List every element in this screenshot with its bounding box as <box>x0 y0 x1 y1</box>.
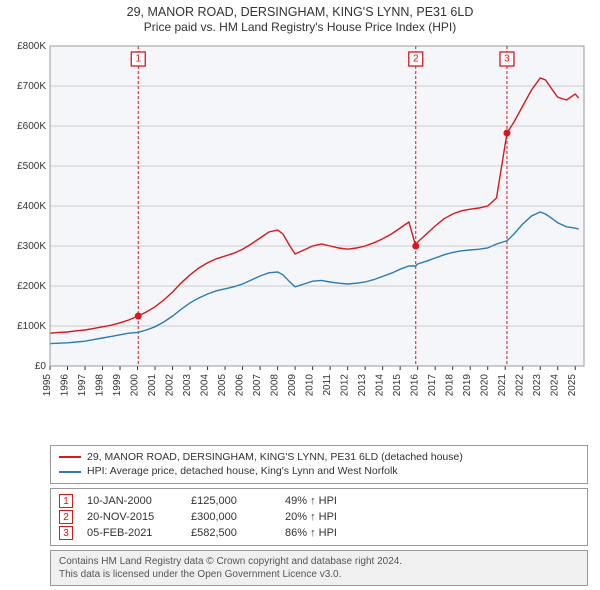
y-tick-label: £400K <box>17 201 46 212</box>
event-marker-number: 2 <box>413 53 419 64</box>
x-tick-label: 2013 <box>357 373 368 396</box>
event-point <box>412 242 419 249</box>
event-point <box>135 312 142 319</box>
legend-label: HPI: Average price, detached house, King… <box>87 464 398 479</box>
x-tick-label: 2023 <box>532 373 543 396</box>
title-line-2: Price paid vs. HM Land Registry's House … <box>6 20 594 36</box>
x-tick-label: 2025 <box>567 373 578 396</box>
y-tick-label: £200K <box>17 281 46 292</box>
legend-label: 29, MANOR ROAD, DERSINGHAM, KING'S LYNN,… <box>87 450 463 465</box>
x-tick-label: 2003 <box>182 373 193 396</box>
x-tick-label: 2020 <box>480 373 491 396</box>
y-tick-label: £700K <box>17 81 46 92</box>
y-tick-label: £0 <box>35 361 47 372</box>
legend-swatch <box>59 456 81 458</box>
x-tick-label: 2006 <box>235 373 246 396</box>
legend-row: 29, MANOR ROAD, DERSINGHAM, KING'S LYNN,… <box>59 450 579 465</box>
page-container: 29, MANOR ROAD, DERSINGHAM, KING'S LYNN,… <box>0 0 600 590</box>
x-tick-label: 2000 <box>130 373 141 396</box>
event-marker-number: 3 <box>504 53 510 64</box>
event-row: 2 20-NOV-2015 £300,000 20% ↑ HPI <box>59 509 579 525</box>
x-tick-label: 2012 <box>340 373 351 396</box>
title-block: 29, MANOR ROAD, DERSINGHAM, KING'S LYNN,… <box>6 4 594 36</box>
event-pct: 49% ↑ HPI <box>285 495 337 507</box>
event-date: 05-FEB-2021 <box>87 527 177 539</box>
footer-box: Contains HM Land Registry data © Crown c… <box>50 550 588 586</box>
legend-row: HPI: Average price, detached house, King… <box>59 464 579 479</box>
x-tick-label: 2024 <box>550 373 561 396</box>
x-tick-label: 2001 <box>147 373 158 396</box>
line-chart-svg: £0 £100K £200K £300K £400K £500K £600K £700K £80… <box>6 40 592 400</box>
y-tick-label: £300K <box>17 241 46 252</box>
event-marker: 2 <box>59 510 73 524</box>
events-box: 1 10-JAN-2000 £125,000 49% ↑ HPI 2 20-NOV-201… <box>50 488 588 546</box>
event-row: 1 10-JAN-2000 £125,000 49% ↑ HPI <box>59 493 579 509</box>
event-price: £300,000 <box>191 511 271 523</box>
x-tick-label: 2014 <box>375 373 386 396</box>
x-tick-label: 2004 <box>200 373 211 396</box>
event-pct: 86% ↑ HPI <box>285 527 337 539</box>
y-tick-label: £600K <box>17 121 46 132</box>
chart-area: £0 £100K £200K £300K £400K £500K £600K £700K £80… <box>6 40 594 443</box>
x-tick-label: 2009 <box>287 373 298 396</box>
event-date: 10-JAN-2000 <box>87 495 177 507</box>
x-tick-label: 2019 <box>462 373 473 396</box>
x-tick-label: 1996 <box>60 373 71 396</box>
x-tick-label: 2008 <box>270 373 281 396</box>
x-tick-label: 2022 <box>515 373 526 396</box>
event-point <box>503 129 510 136</box>
y-tick-label: £800K <box>17 41 46 52</box>
x-tick-label: 2017 <box>427 373 438 396</box>
x-tick-label: 2016 <box>410 373 421 396</box>
x-tick-label: 1997 <box>77 373 88 396</box>
x-tick-label: 2018 <box>445 373 456 396</box>
x-tick-label: 2007 <box>252 373 263 396</box>
x-tick-label: 2005 <box>217 373 228 396</box>
event-marker: 3 <box>59 526 73 540</box>
x-tick-label: 1998 <box>95 373 106 396</box>
x-tick-label: 1995 <box>42 373 53 396</box>
x-tick-label: 2015 <box>392 373 403 396</box>
x-tick-label: 2002 <box>165 373 176 396</box>
event-date: 20-NOV-2015 <box>87 511 177 523</box>
legend-swatch <box>59 471 81 473</box>
x-tick-label: 2011 <box>322 373 333 395</box>
legend-box: 29, MANOR ROAD, DERSINGHAM, KING'S LYNN,… <box>50 445 588 484</box>
event-price: £125,000 <box>191 495 271 507</box>
x-tick-label: 1999 <box>112 373 123 396</box>
footer-line-1: Contains HM Land Registry data © Crown c… <box>59 555 579 568</box>
event-marker-number: 1 <box>135 53 141 64</box>
event-marker: 1 <box>59 494 73 508</box>
footer-line-2: This data is licensed under the Open Gov… <box>59 568 579 581</box>
event-row: 3 05-FEB-2021 £582,500 86% ↑ HPI <box>59 525 579 541</box>
y-tick-label: £500K <box>17 161 46 172</box>
event-pct: 20% ↑ HPI <box>285 511 337 523</box>
x-tick-label: 2021 <box>497 373 508 396</box>
x-tick-label: 2010 <box>305 373 316 396</box>
y-tick-label: £100K <box>17 321 46 332</box>
title-line-1: 29, MANOR ROAD, DERSINGHAM, KING'S LYNN,… <box>6 4 594 20</box>
event-price: £582,500 <box>191 527 271 539</box>
